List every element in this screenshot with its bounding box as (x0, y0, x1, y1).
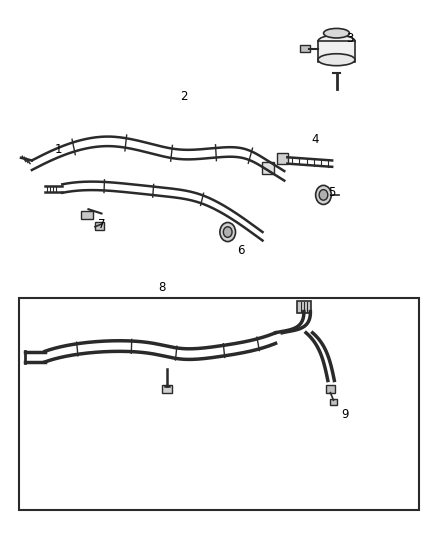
Circle shape (319, 190, 328, 200)
Circle shape (220, 222, 236, 241)
Circle shape (316, 185, 331, 205)
Text: 6: 6 (237, 244, 244, 257)
Circle shape (223, 227, 232, 237)
Text: 1: 1 (54, 143, 62, 156)
FancyBboxPatch shape (162, 385, 172, 393)
FancyBboxPatch shape (297, 301, 311, 313)
Text: 4: 4 (311, 133, 318, 146)
Text: 5: 5 (328, 186, 336, 199)
FancyBboxPatch shape (81, 211, 93, 219)
FancyBboxPatch shape (261, 162, 274, 174)
Ellipse shape (318, 54, 355, 66)
Text: 2: 2 (180, 90, 188, 103)
FancyBboxPatch shape (300, 45, 310, 52)
Text: 8: 8 (159, 281, 166, 294)
FancyBboxPatch shape (277, 152, 288, 164)
Text: 7: 7 (98, 217, 105, 231)
Text: 3: 3 (346, 32, 353, 45)
Ellipse shape (318, 35, 355, 47)
FancyBboxPatch shape (326, 385, 335, 393)
Ellipse shape (324, 28, 350, 38)
FancyBboxPatch shape (318, 41, 355, 62)
Text: 9: 9 (342, 408, 349, 422)
Bar (19, 298, 419, 511)
FancyBboxPatch shape (329, 399, 337, 405)
FancyBboxPatch shape (95, 222, 104, 230)
